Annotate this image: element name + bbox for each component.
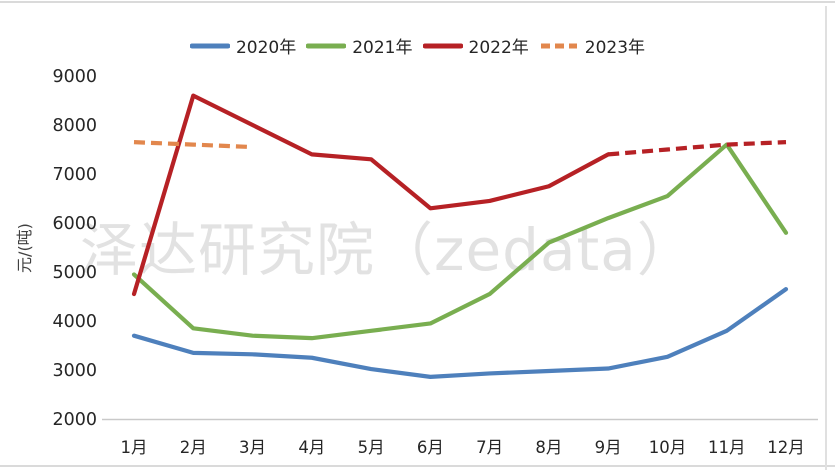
series-line-2021年	[131, 142, 789, 341]
legend-swatch-icon	[540, 43, 577, 48]
y-tick-label: 8000	[52, 116, 97, 136]
legend-label: 2020年	[235, 38, 297, 58]
watermark-text: 泽达研究院（zedata）	[80, 216, 696, 284]
y-tick-label: 7000	[52, 165, 97, 185]
chart-legend: 2020年 2021年 2022年 2023年	[0, 33, 835, 58]
y-axis-title: 元/(吨)	[15, 223, 34, 273]
legend-swatch-icon	[306, 43, 347, 48]
x-tick-label: 3月	[239, 438, 266, 457]
x-tick-label: 11月	[708, 438, 746, 457]
frame-right-border	[825, 6, 827, 470]
y-tick-label: 3000	[52, 361, 97, 381]
legend-label: 2023年	[584, 38, 646, 58]
frame-top-border	[0, 1, 835, 3]
x-tick-label: 4月	[298, 438, 325, 457]
legend-item-2023年: 2023年	[539, 33, 645, 58]
x-tick-label: 5月	[358, 438, 385, 457]
legend-swatch-icon	[422, 43, 463, 48]
legend-item-2021年: 2021年	[306, 33, 413, 58]
legend-item-2020年: 2020年	[189, 33, 297, 58]
x-tick-label: 6月	[417, 438, 444, 457]
legend-label: 2022年	[468, 38, 529, 58]
x-tick-label: 9月	[595, 438, 622, 457]
x-tick-label: 8月	[535, 438, 562, 457]
legend-swatch-icon	[189, 43, 230, 48]
series-line-2020年	[131, 287, 789, 379]
x-tick-label: 1月	[121, 438, 148, 457]
y-tick-label: 9000	[52, 67, 97, 87]
y-tick-label: 2000	[52, 410, 97, 430]
series-line-2022年	[131, 93, 611, 297]
series-line-forecast-2022年	[608, 140, 787, 157]
y-tick-label: 4000	[52, 312, 97, 332]
y-tick-label: 5000	[52, 263, 97, 283]
x-tick-label: 12月	[767, 438, 805, 457]
legend-item-2022年: 2022年	[422, 33, 529, 58]
y-tick-label: 6000	[52, 214, 97, 234]
x-tick-label: 7月	[476, 438, 503, 457]
frame-bottom-border	[0, 465, 835, 467]
series-line-2023年	[133, 140, 253, 150]
x-tick-label: 2月	[180, 438, 207, 457]
x-tick-label: 10月	[649, 438, 687, 457]
legend-label: 2021年	[352, 38, 413, 58]
